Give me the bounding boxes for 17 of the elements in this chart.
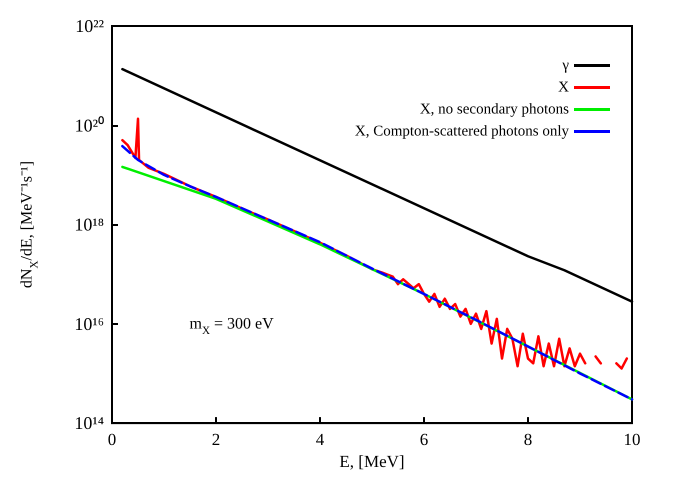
legend-label: X, no secondary photons	[420, 102, 570, 118]
legend-label: X	[558, 80, 570, 96]
y-tick-label: 10¹⁶	[74, 314, 104, 334]
x-tick-label: 2	[212, 430, 220, 450]
y-tick-label: 10¹⁴	[74, 413, 104, 434]
legend-label: X, Compton-scattered photons only	[354, 124, 570, 140]
legend-label: γ	[561, 58, 570, 74]
y-tick-label: 10²⁰	[74, 115, 104, 136]
x-tick-label: 10	[624, 430, 640, 450]
y-tick-label: 10¹⁸	[74, 214, 104, 235]
x-tick-label: 6	[420, 430, 428, 450]
x-axis-title: E, [MeV]	[339, 452, 405, 471]
x-tick-label: 8	[524, 430, 532, 450]
y-axis-title: dNX/dE, [MeV⁻¹s⁻¹]	[18, 160, 40, 288]
y-tick-label: 10²²	[75, 16, 104, 36]
x-tick-label: 0	[108, 430, 116, 450]
x-tick-label: 4	[316, 430, 325, 450]
